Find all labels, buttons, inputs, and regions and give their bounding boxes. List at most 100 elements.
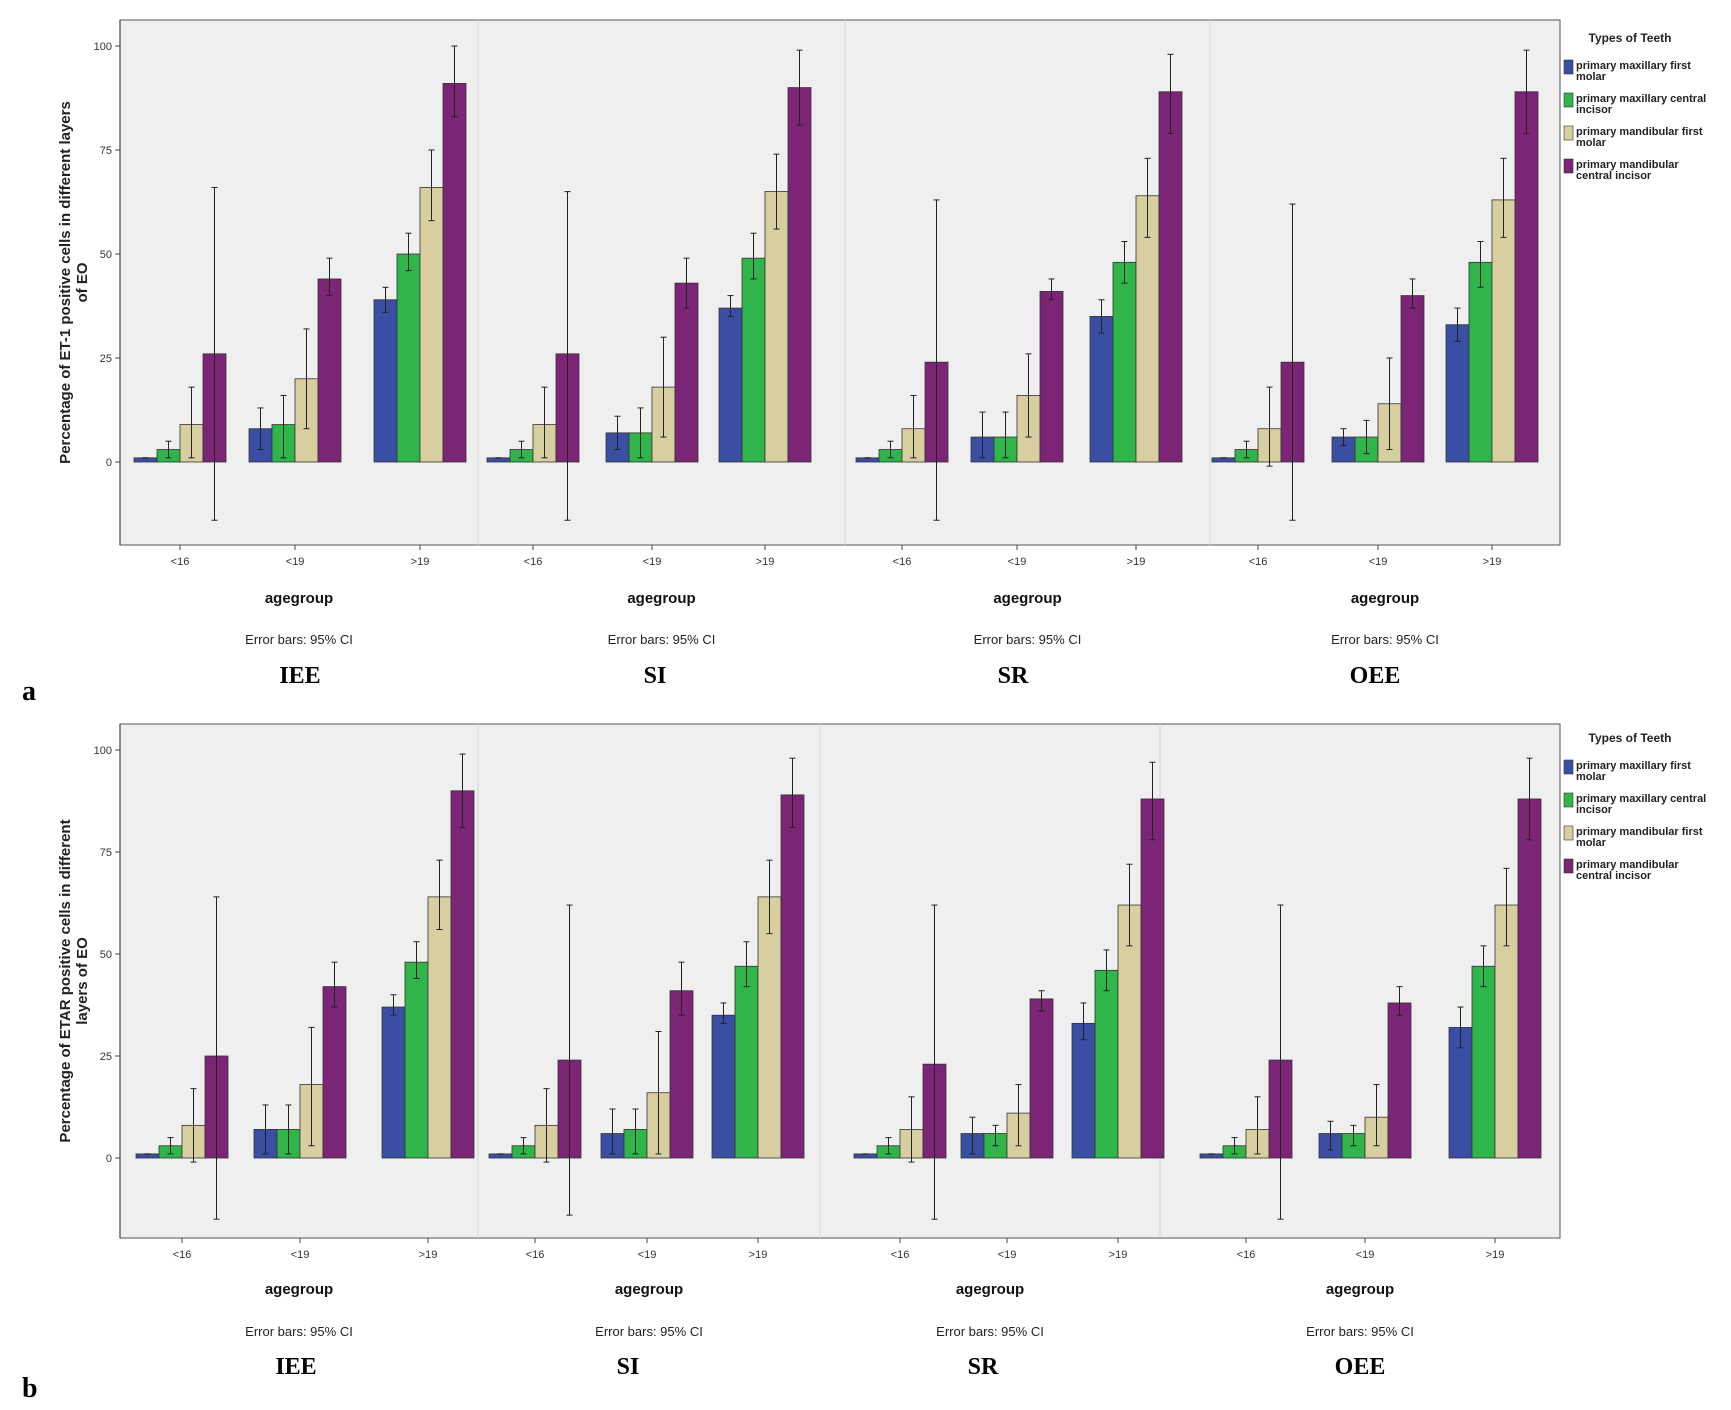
bar bbox=[322, 986, 347, 1159]
error-bar-note: Error bars: 95% CI bbox=[245, 1324, 353, 1339]
y-axis-label-line: of EO bbox=[74, 262, 91, 302]
y-axis-label: Percentage of ETAR positive cells in dif… bbox=[57, 819, 91, 1142]
x-tick-label: <16 bbox=[893, 556, 912, 568]
legend-label-line: incisor bbox=[1576, 804, 1613, 816]
bar bbox=[855, 457, 880, 463]
group-si: <16 <19 >19 agegroup Error bars: 95% CI SI bbox=[486, 49, 812, 689]
x-tick-label: <19 bbox=[1369, 556, 1388, 568]
y-axis-label: Percentage of ET-1 positive cells in dif… bbox=[57, 101, 91, 464]
bar bbox=[373, 299, 398, 463]
legend-label: primary maxillary first molar bbox=[1576, 60, 1691, 83]
layer-label: IEE bbox=[279, 663, 320, 689]
group-sr: <16 <19 >19 agegroup Error bars: 95% CI SR bbox=[855, 53, 1183, 689]
layer-label: SR bbox=[968, 1354, 999, 1380]
y-axis-label-line: Percentage of ET-1 positive cells in dif… bbox=[57, 101, 74, 464]
bar bbox=[1158, 91, 1183, 463]
bar bbox=[1387, 1002, 1412, 1159]
x-tick-label: >19 bbox=[756, 556, 775, 568]
legend-label-line: primary maxillary central bbox=[1576, 793, 1706, 805]
bar bbox=[1514, 91, 1539, 463]
bar bbox=[1140, 798, 1165, 1159]
y-axis-label-line: layers of EO bbox=[74, 937, 91, 1025]
bar bbox=[396, 253, 421, 463]
x-tick-label: <19 bbox=[998, 1249, 1017, 1261]
panel-letter: a bbox=[22, 676, 36, 707]
bar bbox=[1468, 261, 1493, 463]
bar bbox=[450, 790, 475, 1159]
bar bbox=[419, 187, 444, 463]
y-tick-label: 75 bbox=[100, 145, 112, 157]
error-bar-note: Error bars: 95% CI bbox=[936, 1324, 1044, 1339]
bar bbox=[133, 457, 158, 463]
bar bbox=[488, 1153, 513, 1159]
bar bbox=[1445, 324, 1470, 463]
legend-swatch bbox=[1563, 759, 1574, 775]
x-tick-label: <19 bbox=[638, 1249, 657, 1261]
x-tick-label: <19 bbox=[286, 556, 305, 568]
error-bar-note: Error bars: 95% CI bbox=[608, 632, 716, 647]
bar bbox=[757, 896, 782, 1159]
bar bbox=[1029, 998, 1054, 1159]
legend-label: primary mandibular first molar bbox=[1576, 826, 1703, 849]
legend-label: primary mandibular central incisor bbox=[1576, 859, 1679, 882]
x-tick-label: <16 bbox=[891, 1249, 910, 1261]
legend: Types of Teeth primary maxillary first mol… bbox=[1563, 31, 1706, 182]
legend-label-line: molar bbox=[1576, 837, 1607, 849]
bar bbox=[734, 965, 759, 1159]
bar bbox=[317, 278, 342, 463]
layer-label: SR bbox=[998, 663, 1029, 689]
bar bbox=[1039, 291, 1064, 463]
legend-label-line: primary mandibular bbox=[1576, 159, 1679, 171]
legend-label-line: primary mandibular bbox=[1576, 859, 1679, 871]
x-tick-label: >19 bbox=[1486, 1249, 1505, 1261]
error-bar-note: Error bars: 95% CI bbox=[595, 1324, 703, 1339]
y-tick-label: 50 bbox=[100, 949, 112, 961]
group-iee: <16 <19 >19 agegroup Error bars: 95% CI IEE bbox=[133, 45, 467, 689]
bar bbox=[741, 257, 766, 463]
x-tick-label: >19 bbox=[749, 1249, 768, 1261]
legend-swatch bbox=[1563, 59, 1574, 75]
bar bbox=[1211, 457, 1236, 463]
legend-label-line: primary maxillary first bbox=[1576, 760, 1691, 772]
bar bbox=[381, 1006, 406, 1159]
group-iee: <16 <19 >19 agegroup Error bars: 95% CI IEE bbox=[135, 753, 475, 1380]
bar bbox=[674, 282, 699, 463]
plot-area bbox=[119, 723, 1561, 1239]
legend-label: primary maxillary central incisor bbox=[1576, 793, 1706, 816]
layer-label: IEE bbox=[275, 1354, 316, 1380]
x-tick-label: <19 bbox=[1356, 1249, 1375, 1261]
x-tick-label: >19 bbox=[1109, 1249, 1128, 1261]
x-axis-label: agegroup bbox=[265, 1281, 333, 1298]
x-axis-label: agegroup bbox=[956, 1281, 1024, 1298]
x-tick-label: <16 bbox=[1237, 1249, 1256, 1261]
x-tick-label: <16 bbox=[1249, 556, 1268, 568]
layer-label: SI bbox=[617, 1354, 640, 1380]
x-tick-label: >19 bbox=[1127, 556, 1146, 568]
y-tick-label: 0 bbox=[106, 457, 112, 469]
x-tick-label: <16 bbox=[526, 1249, 545, 1261]
legend-label: primary maxillary first molar bbox=[1576, 760, 1691, 783]
legend-label-line: primary maxillary central bbox=[1576, 93, 1706, 105]
y-tick-label: 100 bbox=[94, 745, 112, 757]
legend-swatch bbox=[1563, 858, 1574, 874]
y-tick-label: 75 bbox=[100, 847, 112, 859]
error-bar-note: Error bars: 95% CI bbox=[1306, 1324, 1414, 1339]
x-axis-label: agegroup bbox=[627, 590, 695, 607]
bar bbox=[787, 87, 812, 463]
bar bbox=[1517, 798, 1542, 1159]
x-axis-label: agegroup bbox=[1326, 1281, 1394, 1298]
group-oee: <16 <19 >19 agegroup Error bars: 95% CI OEE bbox=[1199, 757, 1542, 1380]
group-sr: <16 <19 >19 agegroup Error bars: 95% CI SR bbox=[853, 761, 1165, 1380]
legend-label-line: molar bbox=[1576, 137, 1607, 149]
bar bbox=[718, 307, 743, 463]
group-si: <16 <19 >19 agegroup Error bars: 95% CI SI bbox=[488, 757, 805, 1380]
error-bar-note: Error bars: 95% CI bbox=[245, 632, 353, 647]
legend-title: Types of Teeth bbox=[1589, 731, 1672, 745]
x-tick-label: <16 bbox=[524, 556, 543, 568]
chart-panel-b: 0 25 50 75 100 Percentage of ETAR positive ce… bbox=[22, 723, 1706, 1404]
legend-title: Types of Teeth bbox=[1589, 31, 1672, 45]
bar bbox=[442, 83, 467, 463]
layer-label: SI bbox=[644, 663, 667, 689]
bar bbox=[427, 896, 452, 1159]
